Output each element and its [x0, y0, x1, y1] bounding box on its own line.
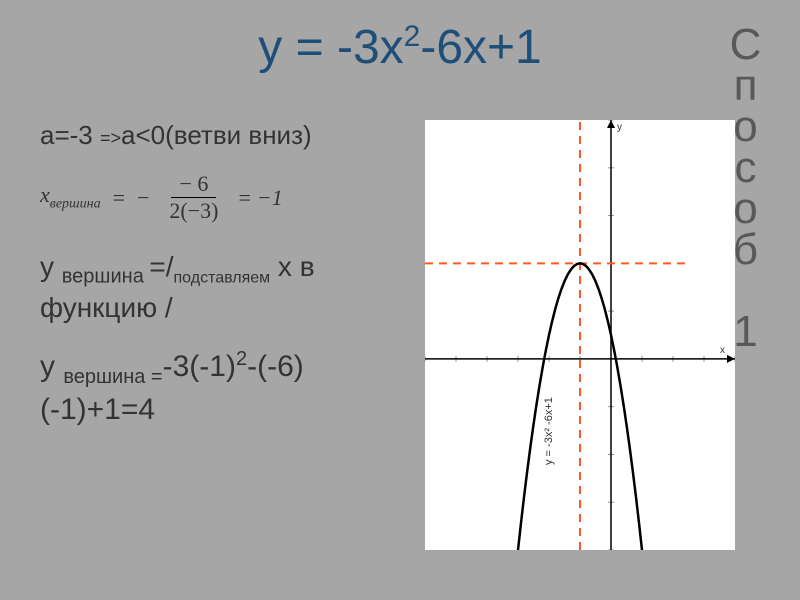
substitute-line: y вершина =/подставляем х в функцию /: [40, 249, 410, 326]
result-line: y вершина =-3(-1)2-(-6)(-1)+1=4: [40, 346, 410, 429]
vertex-formula: xвершина = − − 6 2(−3) = −1: [40, 171, 410, 224]
branches-line: a=-3 =>a<0(ветви вниз): [40, 120, 410, 151]
function-label: y = -3x² -6x+1: [543, 397, 555, 465]
svg-text:x: x: [720, 345, 725, 356]
svg-text:y: y: [617, 122, 622, 133]
equation-title: y = -3x2-6x+1: [258, 20, 541, 75]
parabola-chart: x y y = -3x² -6x+1: [425, 120, 735, 550]
content-block: a=-3 =>a<0(ветви вниз) xвершина = − − 6 …: [40, 120, 410, 429]
